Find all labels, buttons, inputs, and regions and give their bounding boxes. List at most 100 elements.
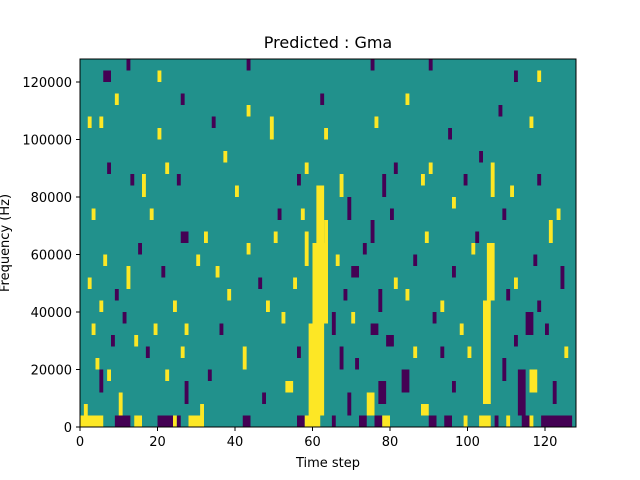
heatmap-cell-low <box>440 346 445 358</box>
heatmap-cell-low <box>355 358 359 370</box>
heatmap-cell-high <box>184 323 189 335</box>
heatmap-cell-high <box>304 231 309 266</box>
heatmap-cell-high <box>227 289 232 301</box>
heatmap-cell-low <box>184 381 189 404</box>
chart-title: Predicted : Gma <box>264 33 392 52</box>
heatmap-cell-low <box>452 381 456 393</box>
heatmap-cell-low <box>297 415 305 427</box>
heatmap-cell-low <box>157 415 173 427</box>
heatmap-cell-low <box>413 254 418 266</box>
heatmap-cell-low <box>277 208 282 220</box>
heatmap-cell-high <box>196 254 201 266</box>
heatmap-cell-high <box>324 128 328 140</box>
heatmap-cell-high <box>87 277 92 289</box>
heatmap-cell-high <box>173 415 177 427</box>
heatmap-cell-high <box>188 415 204 427</box>
x-tick-label: 20 <box>149 435 166 450</box>
heatmap-cell-high <box>405 289 410 301</box>
heatmap-cell-low <box>331 312 336 335</box>
heatmap-cell-high <box>529 116 534 128</box>
heatmap-cell-low <box>393 162 398 174</box>
heatmap-cell-high <box>529 415 534 427</box>
heatmap-cell-high <box>223 151 228 163</box>
heatmap-cell-high <box>339 174 344 197</box>
heatmap-cell-high <box>173 300 177 312</box>
heatmap-cell-high <box>200 404 204 416</box>
heatmap-cell-low <box>428 59 433 71</box>
heatmap-cell-low <box>138 243 142 255</box>
heatmap-cell-low <box>242 415 251 427</box>
x-tick-label: 0 <box>76 435 84 450</box>
heatmap-cell-low <box>180 231 189 243</box>
heatmap-cell-low <box>331 415 336 427</box>
heatmap-cell-low <box>537 300 542 312</box>
heatmap-cell-high <box>424 231 429 243</box>
heatmap-cell-low <box>351 266 359 278</box>
heatmap-cell-low <box>479 151 483 163</box>
heatmap-cell-high <box>134 415 142 427</box>
heatmap-cell-low <box>180 93 185 105</box>
heatmap-cell-high <box>483 300 491 404</box>
heatmap-cell-high <box>537 70 542 82</box>
heatmap-cell-low <box>432 312 437 324</box>
x-tick-label: 120 <box>533 435 558 450</box>
heatmap-cell-high <box>366 392 375 416</box>
heatmap-cell-high <box>134 335 139 347</box>
heatmap-cell-high <box>293 277 297 289</box>
heatmap-cell-high <box>300 208 305 220</box>
heatmap-cell-high <box>335 254 340 266</box>
heatmap-cell-low <box>537 174 542 186</box>
x-axis: 0 20 40 60 80 100 120 <box>76 427 558 450</box>
heatmap-cell-low <box>103 70 111 82</box>
y-tick-label: 20000 <box>31 364 72 379</box>
heatmap-cell-low <box>506 289 511 301</box>
heatmap-cell-low <box>107 162 111 174</box>
heatmap-cell-high <box>215 266 220 278</box>
heatmap-cell-low <box>114 289 119 301</box>
heatmap-cell-low <box>401 369 410 393</box>
heatmap-cell-high <box>165 369 170 381</box>
heatmap-cell-low <box>541 415 573 427</box>
heatmap-cell-high <box>165 162 170 174</box>
heatmap-cell-low <box>494 415 499 427</box>
y-tick-label: 100000 <box>22 134 72 149</box>
heatmap-cell-high <box>235 185 239 197</box>
heatmap-cell-high <box>413 346 418 358</box>
heatmap-cell-high <box>242 346 247 370</box>
heatmap-cell-low <box>343 289 348 301</box>
y-tick-label: 80000 <box>31 191 72 206</box>
heatmap-cell-low <box>386 335 394 347</box>
heatmap-cell-low <box>560 266 565 289</box>
heatmap-cell-high <box>312 243 328 324</box>
heatmap-cell-low <box>444 415 452 427</box>
heatmap-cell-high <box>266 300 270 312</box>
x-tick-label: 80 <box>382 435 399 450</box>
heatmap-cell-high <box>506 415 511 427</box>
heatmap-cell-low <box>297 174 301 186</box>
heatmap-cell-high <box>459 323 464 335</box>
heatmap-cell-low <box>130 174 135 186</box>
heatmap-cell-low <box>246 59 251 71</box>
heatmap-cell-high <box>114 93 119 105</box>
heatmap-cell-high <box>316 185 325 243</box>
heatmap-cell-high <box>246 243 251 255</box>
heatmap-cell-low <box>428 415 437 427</box>
heatmap-cell-high <box>95 358 100 370</box>
heatmap-cell-low <box>502 208 507 220</box>
heatmap-cell-high <box>142 174 146 197</box>
heatmap-cell-high <box>285 381 294 393</box>
heatmap-cell-high <box>149 208 154 220</box>
heatmap-cell-low <box>498 105 503 117</box>
heatmap-cell-high <box>564 346 569 358</box>
heatmap-cell-high <box>107 369 111 381</box>
heatmap-cell-low <box>382 174 387 197</box>
heatmap-cell-high <box>486 243 495 301</box>
y-tick-label: 60000 <box>31 249 72 264</box>
heatmap-cell-high <box>428 162 433 174</box>
heatmap-cell-low <box>502 358 507 381</box>
heatmap-cell-low <box>359 415 367 427</box>
heatmap-cell-low <box>525 312 534 335</box>
heatmap-cell-high <box>91 323 96 335</box>
heatmap-cell-low <box>219 323 224 335</box>
